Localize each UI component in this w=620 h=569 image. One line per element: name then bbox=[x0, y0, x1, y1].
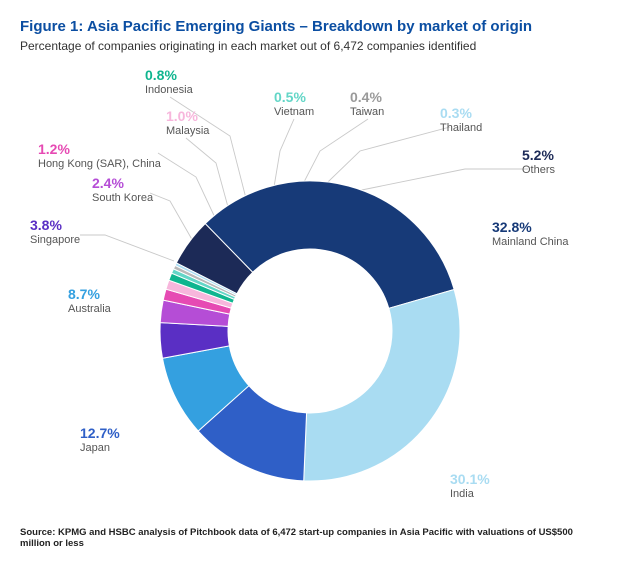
label-name-indonesia: Indonesia bbox=[145, 84, 193, 97]
label-pct-indonesia: 0.8% bbox=[145, 67, 193, 84]
leader-line-south_korea bbox=[150, 193, 194, 243]
chart-title: Figure 1: Asia Pacific Emerging Giants –… bbox=[20, 18, 600, 35]
label-taiwan: 0.4%Taiwan bbox=[350, 89, 384, 119]
label-pct-japan: 12.7% bbox=[80, 425, 120, 442]
label-pct-australia: 8.7% bbox=[68, 286, 111, 303]
label-name-india: India bbox=[450, 488, 490, 501]
label-name-japan: Japan bbox=[80, 442, 120, 455]
label-name-malaysia: Malaysia bbox=[166, 125, 209, 138]
label-malaysia: 1.0%Malaysia bbox=[166, 108, 209, 138]
label-pct-taiwan: 0.4% bbox=[350, 89, 384, 106]
label-india: 30.1%India bbox=[450, 471, 490, 501]
label-pct-singapore: 3.8% bbox=[30, 217, 80, 234]
leader-line-hong_kong bbox=[158, 153, 218, 224]
label-pct-mainland_china: 32.8% bbox=[492, 219, 568, 236]
label-pct-hong_kong: 1.2% bbox=[38, 141, 161, 158]
leader-line-singapore bbox=[80, 235, 174, 261]
label-indonesia: 0.8%Indonesia bbox=[145, 67, 193, 97]
label-name-australia: Australia bbox=[68, 303, 111, 316]
label-hong_kong: 1.2%Hong Kong (SAR), China bbox=[38, 141, 161, 171]
label-name-thailand: Thailand bbox=[440, 122, 482, 135]
label-australia: 8.7%Australia bbox=[68, 286, 111, 316]
label-name-vietnam: Vietnam bbox=[274, 106, 314, 119]
label-mainland_china: 32.8%Mainland China bbox=[492, 219, 568, 249]
label-singapore: 3.8%Singapore bbox=[30, 217, 80, 247]
label-name-singapore: Singapore bbox=[30, 234, 80, 247]
label-vietnam: 0.5%Vietnam bbox=[274, 89, 314, 119]
label-south_korea: 2.4%South Korea bbox=[92, 175, 153, 205]
slice-india bbox=[304, 289, 460, 481]
label-thailand: 0.3%Thailand bbox=[440, 105, 482, 135]
leader-line-others bbox=[347, 169, 528, 193]
label-pct-others: 5.2% bbox=[522, 147, 555, 164]
label-pct-vietnam: 0.5% bbox=[274, 89, 314, 106]
label-pct-south_korea: 2.4% bbox=[92, 175, 153, 192]
label-others: 5.2%Others bbox=[522, 147, 555, 177]
donut-chart-container: 5.2%Others 32.8%Mainland China 30.1%India 1… bbox=[20, 61, 600, 521]
label-name-others: Others bbox=[522, 164, 555, 177]
chart-subtitle: Percentage of companies originating in e… bbox=[20, 39, 600, 53]
label-japan: 12.7%Japan bbox=[80, 425, 120, 455]
label-name-south_korea: South Korea bbox=[92, 192, 153, 205]
label-name-mainland_china: Mainland China bbox=[492, 236, 568, 249]
label-pct-malaysia: 1.0% bbox=[166, 108, 209, 125]
label-pct-india: 30.1% bbox=[450, 471, 490, 488]
slice-mainland_china bbox=[205, 181, 454, 308]
label-name-hong_kong: Hong Kong (SAR), China bbox=[38, 158, 161, 171]
chart-source: Source: KPMG and HSBC analysis of Pitchb… bbox=[20, 527, 600, 549]
label-pct-thailand: 0.3% bbox=[440, 105, 482, 122]
label-name-taiwan: Taiwan bbox=[350, 106, 384, 119]
leader-line-malaysia bbox=[186, 138, 231, 218]
